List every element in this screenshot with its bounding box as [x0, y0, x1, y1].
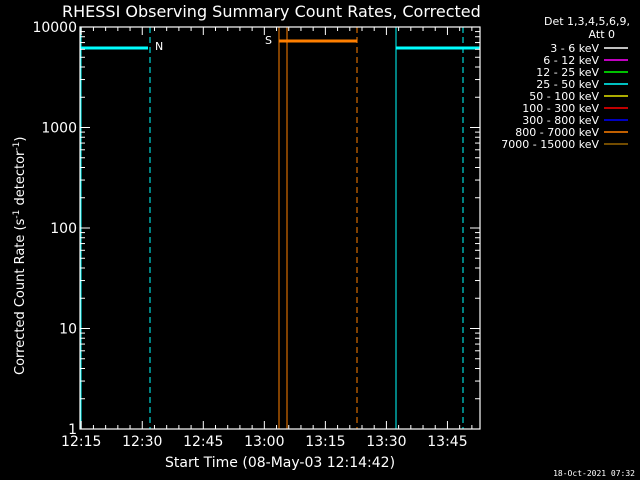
legend-header: Det 1,3,4,5,6,9, [544, 15, 630, 28]
legend-entry-label: 3 - 6 keV [550, 42, 599, 55]
x-tick-label: 12:15 [61, 434, 101, 450]
x-tick-label: 13:00 [244, 434, 284, 450]
legend-entry-label: 7000 - 15000 keV [501, 138, 599, 151]
footer-stamp: 18-Oct-2021 07:32 [553, 469, 635, 478]
legend-entry-label: 50 - 100 keV [529, 90, 599, 103]
legend-entry-label: 300 - 800 keV [522, 114, 599, 127]
x-tick-label: 13:45 [427, 434, 467, 450]
legend-entry-label: 6 - 12 keV [543, 54, 599, 67]
legend-header-att: Att 0 [589, 28, 615, 41]
night-flag-label: N [155, 40, 163, 53]
x-tick-label: 13:15 [305, 434, 345, 450]
axis-layer: 12:15 12:30 12:45 13:00 13:15 13:30 13:45 1 10 10… [32, 20, 480, 450]
y-tick-label: 1000 [41, 121, 77, 137]
saa-flag-label: S [265, 34, 272, 47]
chart-title: RHESSI Observing Summary Count Rates, Co… [62, 2, 481, 21]
legend-entry-label: 800 - 7000 keV [515, 126, 599, 139]
y-tick-label: 10000 [32, 20, 77, 36]
legend-entry-label: 25 - 50 keV [536, 78, 599, 91]
x-tick-label: 12:45 [183, 434, 223, 450]
x-tick-label: 13:30 [366, 434, 406, 450]
y-axis-label: Corrected Count Rate (s-1 detector-1) [12, 137, 28, 375]
y-tick-label: 1 [68, 422, 77, 438]
x-tick-label: 12:30 [122, 434, 162, 450]
x-axis-label: Start Time (08-May-03 12:14:42) [165, 455, 395, 471]
legend-entry-label: 100 - 300 keV [522, 102, 599, 115]
legend-entry-label: 12 - 25 keV [536, 66, 599, 79]
y-tick-label: 10 [59, 322, 77, 338]
y-tick-label: 100 [50, 221, 77, 237]
